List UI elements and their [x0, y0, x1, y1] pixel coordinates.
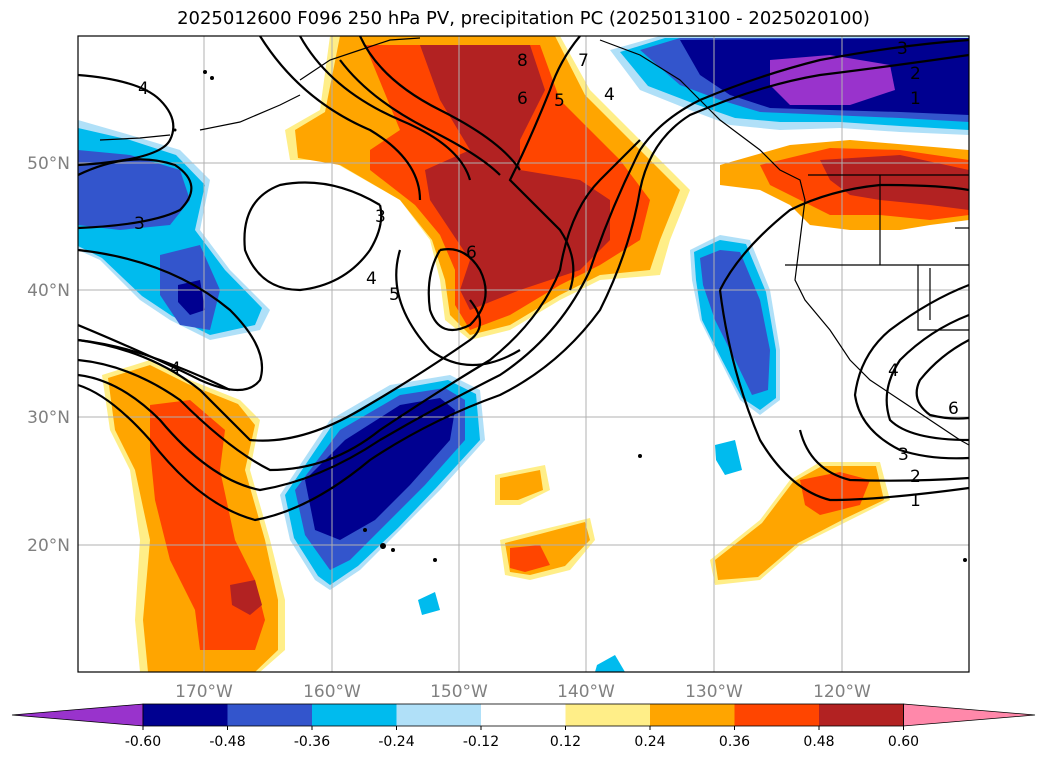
contour-label: 1: [910, 89, 921, 109]
lon-label: 130°W: [685, 682, 743, 702]
contour-label: 2: [910, 467, 921, 487]
colorbar-tick-label: -0.36: [294, 734, 330, 750]
colorbar-segment: [650, 704, 735, 726]
contour-labels: 4 3 8 7 6 5 4 3 2 1 3 6 4 5 4 4 3 2 1 6: [134, 39, 959, 511]
contour-label: 4: [138, 79, 149, 99]
contour-label: 3: [897, 39, 908, 59]
colorbar-tick-label: 0.36: [719, 734, 750, 750]
colorbar-tick-label: -0.60: [125, 734, 161, 750]
map-frame: [77, 35, 970, 673]
contour-label: 6: [466, 243, 477, 263]
contour-label: 3: [375, 207, 386, 227]
contour-label: 6: [517, 89, 528, 109]
colorbar-tick-label: 0.60: [888, 734, 919, 750]
islands: [173, 70, 967, 562]
colorbar-segment: [734, 704, 820, 726]
colorbar-segment: [227, 704, 313, 726]
contour-label: 4: [366, 269, 377, 289]
colorbar: -0.60 -0.48 -0.36 -0.24 -0.12 0.12 0.24 0.36 0.4…: [11, 703, 1036, 750]
colorbar-tick-label: -0.24: [378, 734, 414, 750]
colorbar-tick-label: 0.48: [803, 734, 834, 750]
positive-anomaly-shading: [102, 36, 969, 672]
colorbar-segment: [396, 704, 482, 726]
colorbar-outline: [142, 703, 904, 727]
colorbar-segment: [312, 704, 397, 726]
latitude-labels: 50°N 40°N 30°N 20°N: [27, 154, 70, 556]
longitude-labels: 170°W 160°W 150°W 140°W 130°W 120°W: [175, 682, 871, 702]
contour-label: 4: [888, 361, 899, 381]
contour-label: 8: [517, 51, 528, 71]
colorbar-segment: [143, 704, 228, 726]
coastlines: [99, 37, 969, 446]
negative-anomaly-shading: [78, 36, 969, 672]
map-plot-area: 4 3 8 7 6 5 4 3 2 1 3 6 4 5 4 4 3 2 1 6: [78, 36, 969, 672]
lon-label: 160°W: [303, 682, 361, 702]
lat-label: 30°N: [27, 408, 70, 428]
lon-label: 140°W: [557, 682, 615, 702]
lon-label: 120°W: [813, 682, 871, 702]
contour-label: 6: [948, 399, 959, 419]
colorbar-segment: [481, 704, 566, 726]
colorbar-tick-label: -0.48: [209, 734, 245, 750]
map-title: 2025012600 F096 250 hPa PV, precipitatio…: [177, 8, 870, 29]
colorbar-tick-label: 0.24: [634, 734, 665, 750]
pv-contours: [78, 36, 969, 522]
contour-label: 4: [170, 359, 181, 379]
colorbar-extend-high: [903, 703, 1036, 727]
contour-label: 1: [910, 491, 921, 511]
lat-label: 50°N: [27, 154, 70, 174]
colorbar-segment: [819, 704, 904, 726]
contour-label: 3: [134, 214, 145, 234]
lat-label: 40°N: [27, 281, 70, 301]
lat-label: 20°N: [27, 536, 70, 556]
colorbar-segment: [565, 704, 651, 726]
colorbar-extend-low: [11, 703, 144, 727]
contour-label: 5: [554, 91, 565, 111]
contour-label: 3: [898, 445, 909, 465]
contour-label: 4: [604, 85, 615, 105]
contour-label: 7: [578, 51, 589, 71]
contour-label: 5: [389, 285, 400, 305]
colorbar-tick-label: 0.12: [550, 734, 581, 750]
contour-label: 2: [910, 64, 921, 84]
colorbar-tick-label: -0.12: [463, 734, 499, 750]
lon-label: 150°W: [430, 682, 488, 702]
lon-label: 170°W: [175, 682, 233, 702]
graticule: [78, 36, 969, 672]
